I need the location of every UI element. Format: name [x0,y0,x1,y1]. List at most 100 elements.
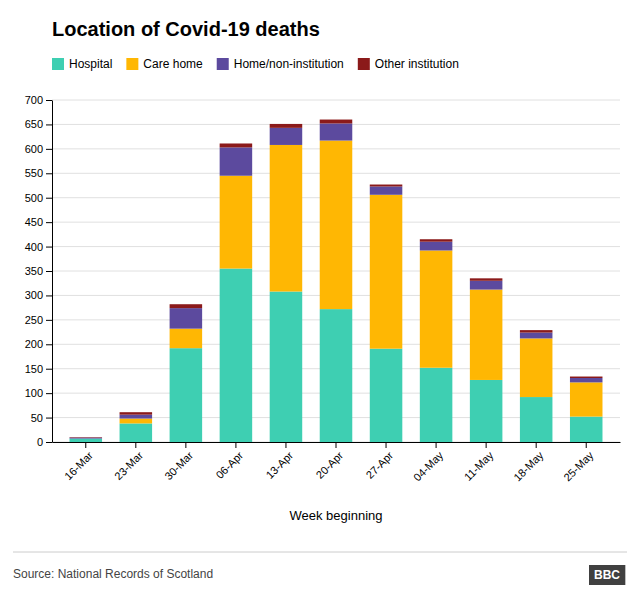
bar-segment [220,269,253,442]
y-tick-mark [46,124,52,125]
y-tick-mark [46,100,52,101]
bar-segment [520,333,553,339]
legend-item: Hospital [52,57,112,71]
bar-segment [420,242,453,251]
bar-segment [370,185,403,187]
x-tick-mark [185,442,186,448]
x-tick-label: 27-Apr [364,449,396,481]
series [120,141,603,424]
bar-segment [420,239,453,241]
bar-segment [470,281,503,290]
x-tick-mark [536,442,537,448]
x-tick: 18-May [511,442,546,483]
y-tick-label: 350 [25,265,43,277]
bar-segment [120,415,153,419]
x-tick-mark [586,442,587,448]
y-tick: 350 [25,265,52,277]
bar-segment [70,439,103,442]
bar-segment [270,145,303,292]
legend-item: Care home [126,57,203,71]
bar-segment [320,123,353,140]
legend-swatch [358,58,370,70]
bar-segment [270,292,303,442]
y-tick-mark [46,271,52,272]
x-tick-label: 23-Mar [112,449,145,482]
bar-segment [520,330,553,332]
legend-swatch [52,58,64,70]
x-tick-mark [135,442,136,448]
grid [52,100,620,442]
y-tick-mark [46,247,52,248]
y-tick-mark [46,442,52,443]
y-tick: 200 [25,338,52,350]
x-tick: 06-Apr [213,442,245,481]
y-tick: 150 [25,363,52,375]
bar-segment [270,128,303,145]
y-tick: 250 [25,314,52,326]
bar-segment [520,338,553,397]
bar-segment [370,186,403,194]
legend-label: Hospital [69,57,112,71]
x-tick-mark [85,442,86,448]
bar-segment [420,250,453,367]
bar-segment [170,304,203,308]
x-tick-label: 30-Mar [162,449,195,482]
y-axis-line [52,101,53,443]
y-tick: 700 [25,94,52,106]
y-tick-mark [46,295,52,296]
source: Source: National Records of Scotland [13,567,213,581]
bar-segment [470,380,503,442]
x-tick-mark [386,442,387,448]
x-tick-label: 25-May [561,449,596,484]
grid-line [52,100,620,101]
x-tick-mark [436,442,437,448]
x-tick: 16-Mar [62,442,95,482]
bar-segment [570,378,603,382]
bar-segment [320,141,353,310]
bar-segment [170,329,203,349]
y-tick: 400 [25,241,52,253]
x-tick-label: 13-Apr [263,449,295,481]
series [70,120,603,438]
y-tick: 100 [25,387,52,399]
x-tick-label: 18-May [511,449,546,484]
legend-item: Home/non-institution [217,57,344,71]
y-tick: 0 [37,436,52,448]
x-tick: 25-May [561,442,596,483]
y-tick-label: 150 [25,363,43,375]
legend-label: Care home [143,57,203,71]
bar-segment [370,349,403,442]
y-tick: 50 [31,412,52,424]
y-tick-label: 400 [25,241,43,253]
x-tick-mark [235,442,236,448]
y-tick-label: 650 [25,118,43,130]
y-tick-label: 0 [37,436,43,448]
y-tick: 300 [25,289,52,301]
series [70,123,603,438]
bar-segment [120,419,153,424]
x-tick-mark [336,442,337,448]
y-tick-label: 100 [25,387,43,399]
y-axis: 0501001502002503003504004505005506006507… [25,94,53,448]
legend-swatch [217,58,229,70]
bar-segment [320,309,353,442]
x-tick: 13-Apr [263,442,295,481]
bar-segment [370,195,403,349]
x-tick: 04-May [411,442,446,483]
y-tick-mark [46,418,52,419]
legend: Hospital Care home Home/non-institution Oth… [52,57,459,71]
separator [13,552,627,553]
x-tick-label: 04-May [411,449,446,484]
legend-swatch [126,58,138,70]
y-tick-label: 450 [25,216,43,228]
title: Location of Covid-19 deaths [52,18,320,40]
y-tick-label: 250 [25,314,43,326]
x-tick: 30-Mar [162,442,195,482]
legend-label: Other institution [375,57,459,71]
bars [70,120,603,442]
legend-item: Other institution [358,57,459,71]
y-tick-label: 700 [25,94,43,106]
x-axis-title: Week beginning [290,508,383,523]
x-tick-mark [285,442,286,448]
x-tick-label: 11-May [462,449,496,483]
